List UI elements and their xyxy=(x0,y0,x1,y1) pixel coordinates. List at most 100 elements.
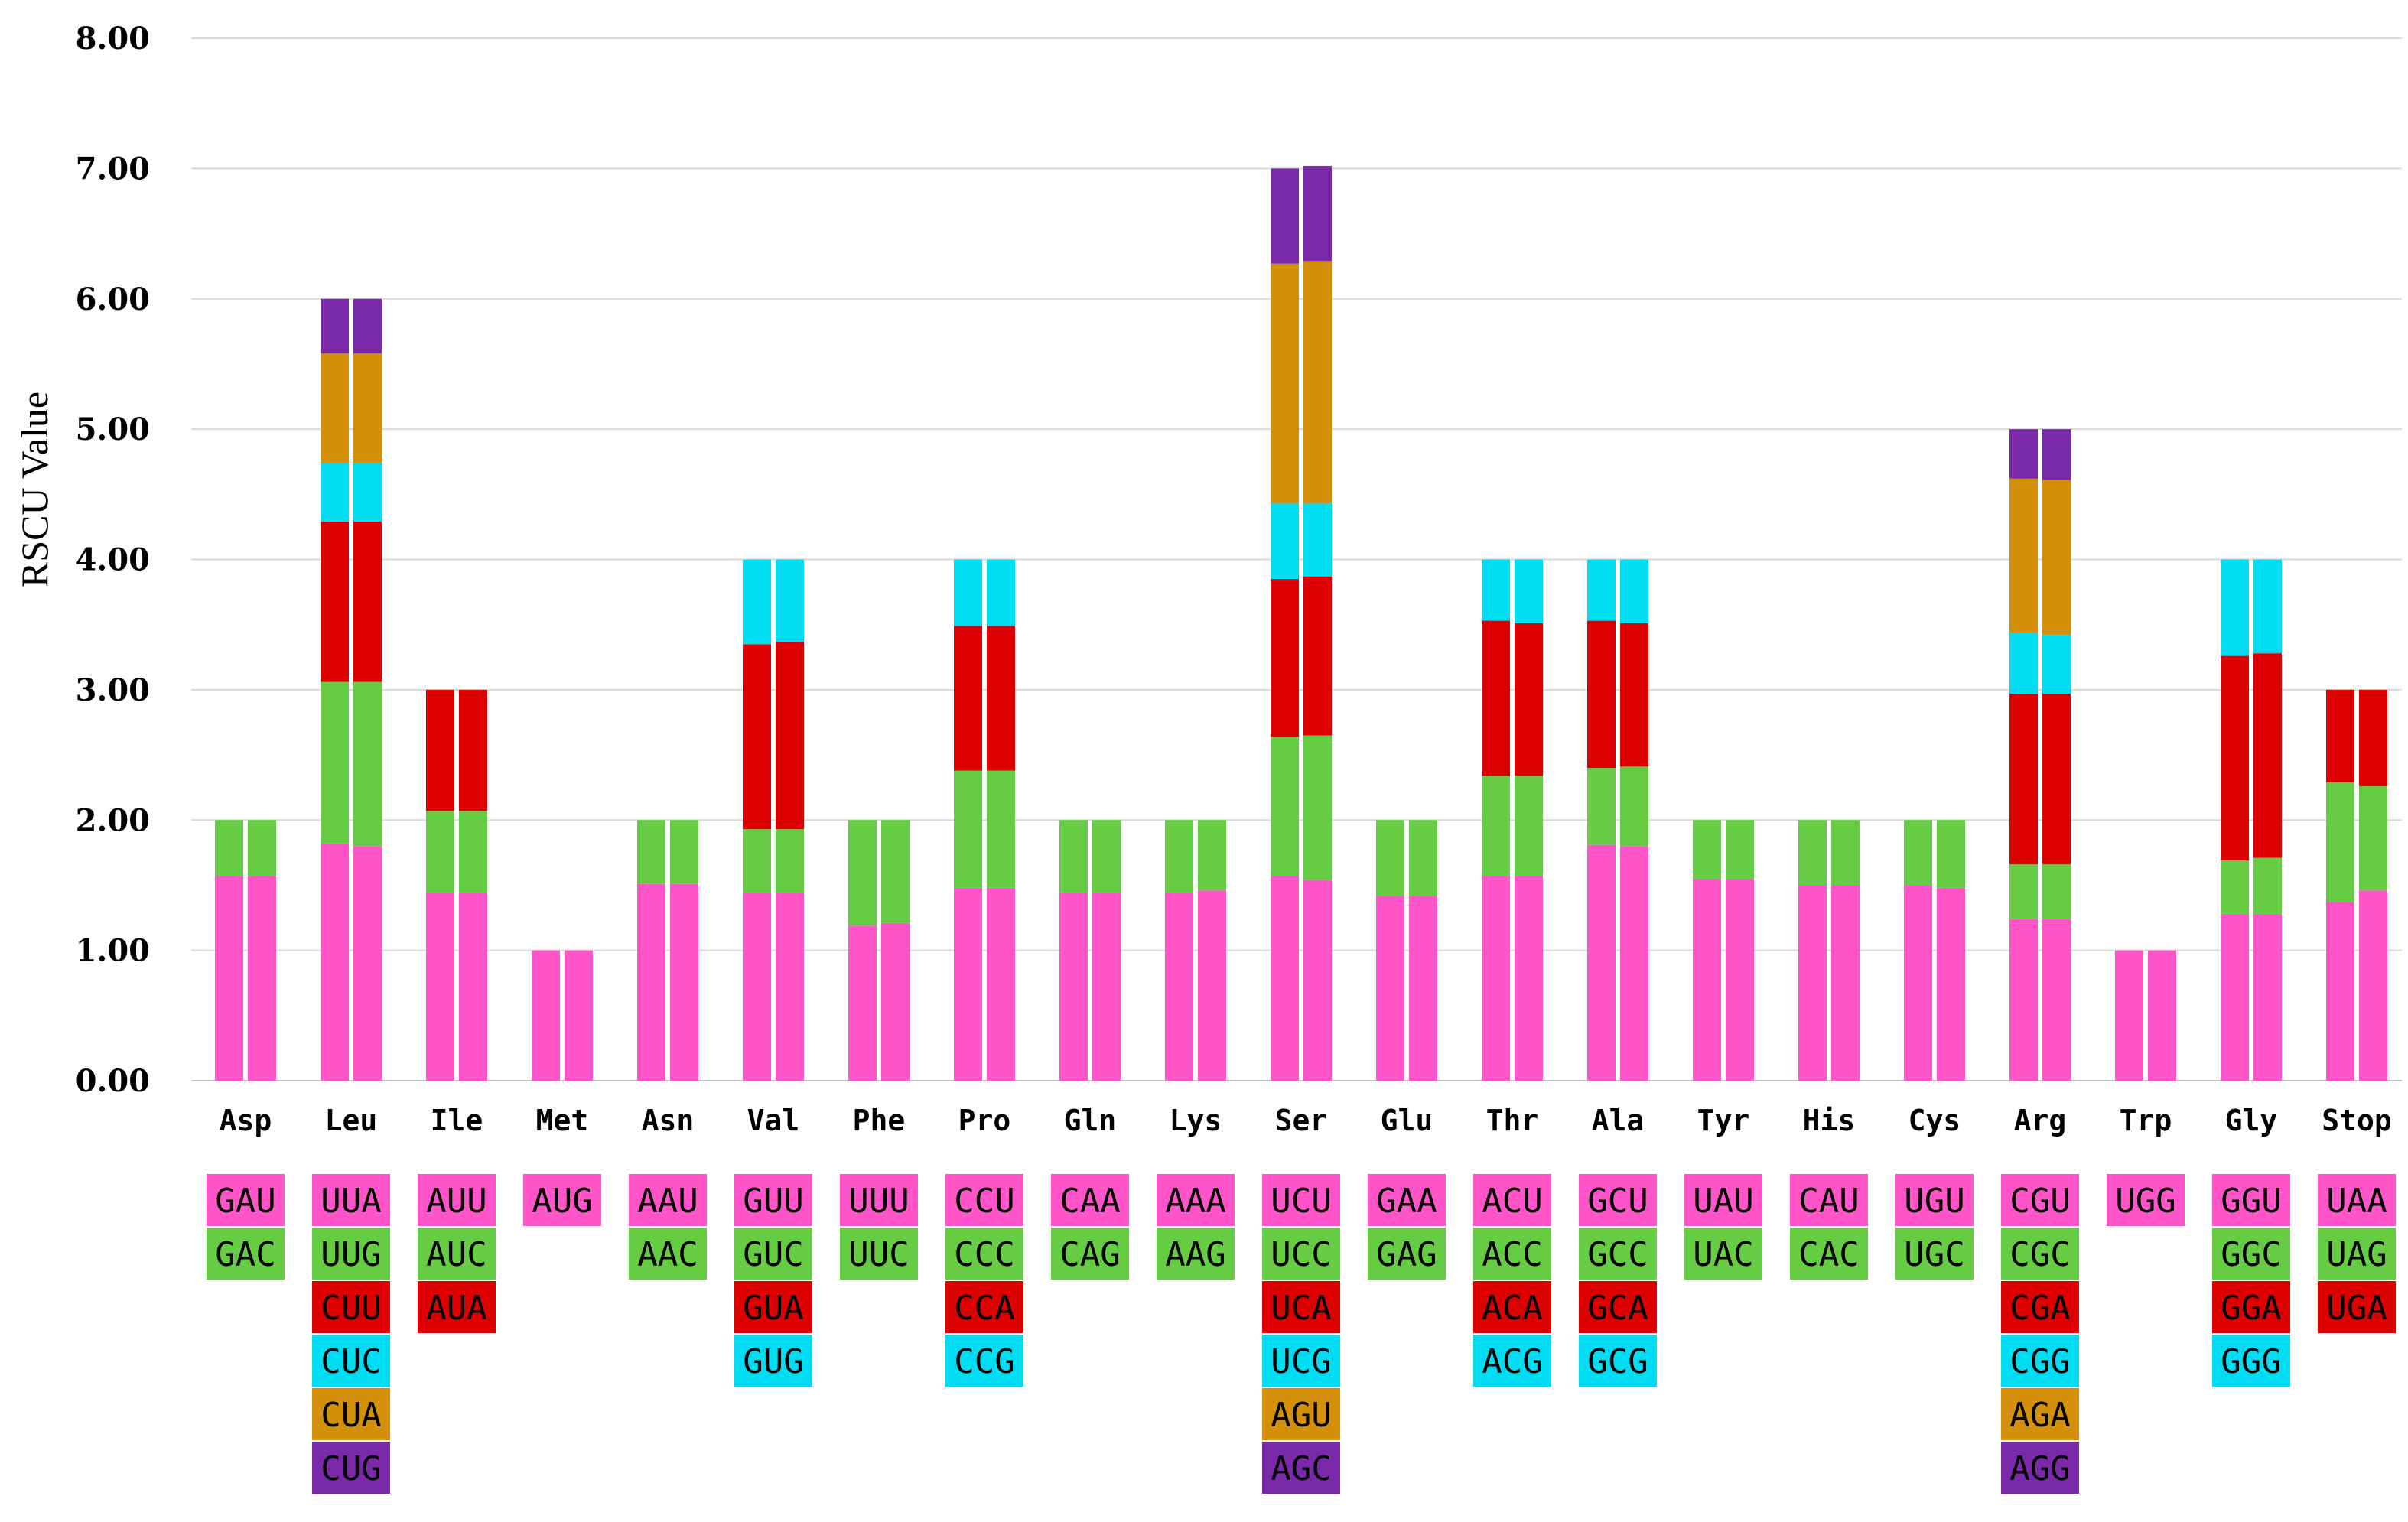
bar-segment-arg-agg xyxy=(2042,429,2071,480)
bar-segment-leu-cuc xyxy=(321,463,349,522)
codon-label: ACC xyxy=(1482,1235,1542,1274)
bar-segment-stop-uag xyxy=(2326,782,2354,902)
codon-swatch xyxy=(2318,1228,2396,1280)
bar-segment-ser-agc xyxy=(1303,165,1332,262)
bar-segment-ser-ucg xyxy=(1303,503,1332,577)
bar-segment-leu-uua xyxy=(321,843,349,1081)
codon-swatch xyxy=(312,1442,390,1494)
codon-label: GGU xyxy=(2221,1182,2281,1221)
bar-segment-lys-aag xyxy=(1198,820,1226,891)
codon-label: GAU xyxy=(215,1182,275,1221)
bar-segment-val-gug xyxy=(776,559,804,642)
x-tick-label: Glu xyxy=(1381,1104,1433,1137)
codon-label: GAG xyxy=(1376,1235,1437,1274)
bar-segment-met-aug xyxy=(565,950,593,1081)
bar-segment-gly-ggg xyxy=(2253,559,2282,654)
bar-segment-tyr-uau xyxy=(1693,878,1721,1081)
codon-swatch xyxy=(734,1174,812,1226)
bars xyxy=(215,165,2387,1081)
codon-label: AAG xyxy=(1165,1235,1225,1274)
bar-segment-thr-acu xyxy=(1515,876,1543,1081)
x-tick-label: Asp xyxy=(220,1104,272,1137)
bar-segment-val-gua xyxy=(743,644,771,830)
x-tick-label: Thr xyxy=(1486,1104,1539,1137)
bar-segment-tyr-uac xyxy=(1726,820,1754,879)
bar-segment-ser-agu xyxy=(1271,263,1299,504)
bar-segment-arg-cgg xyxy=(2042,635,2071,694)
x-tick-label: Lys xyxy=(1170,1104,1222,1137)
bar-segment-stop-uag xyxy=(2359,785,2387,891)
codon-label: CAC xyxy=(1798,1235,1859,1274)
codon-label: UUC xyxy=(848,1235,909,1274)
codon-label: CGU xyxy=(2009,1182,2070,1221)
bar-segment-ser-uca xyxy=(1271,579,1299,737)
codon-swatch xyxy=(1262,1174,1340,1226)
bar-segment-val-gua xyxy=(776,641,804,830)
bar-segment-leu-uua xyxy=(353,846,382,1081)
bar-segment-tyr-uau xyxy=(1726,878,1754,1081)
codon-label: CUU xyxy=(321,1289,381,1328)
codon-label: GGG xyxy=(2221,1342,2281,1381)
bar-segment-his-cau xyxy=(1798,885,1827,1081)
bar-segment-leu-cua xyxy=(321,353,349,463)
bar-segment-thr-acu xyxy=(1482,876,1510,1081)
bar-segment-ser-agu xyxy=(1303,261,1332,504)
bar-segment-glu-gag xyxy=(1376,820,1404,896)
codon-swatch xyxy=(1895,1228,1974,1280)
codon-swatch xyxy=(418,1281,496,1333)
x-tick-label: Trp xyxy=(2120,1104,2172,1137)
y-tick-label: 0.00 xyxy=(76,1063,150,1099)
codon-label: CCC xyxy=(954,1235,1014,1274)
bar-segment-asp-gac xyxy=(215,820,243,876)
bar-segment-asp-gau xyxy=(215,876,243,1081)
bar-segment-ile-aua xyxy=(426,689,454,811)
codon-swatch xyxy=(418,1174,496,1226)
codon-swatch xyxy=(1579,1174,1657,1226)
bar-segment-pro-ccu xyxy=(954,887,982,1081)
codon-swatch xyxy=(840,1228,918,1280)
codon-label: UCA xyxy=(1271,1289,1331,1328)
bar-segment-gly-gga xyxy=(2221,655,2249,861)
bar-segment-trp-ugg xyxy=(2115,950,2143,1081)
bar-segment-cys-ugc xyxy=(1937,820,1965,888)
bar-segment-ala-gca xyxy=(1587,620,1616,769)
y-tick-label: 2.00 xyxy=(76,802,150,838)
codon-swatch xyxy=(1262,1335,1340,1387)
codon-swatch xyxy=(1895,1174,1974,1226)
codon-swatch xyxy=(945,1281,1023,1333)
bar-segment-gln-cag xyxy=(1092,820,1121,893)
x-tick-label: Ile xyxy=(431,1104,483,1137)
bar-segment-asp-gau xyxy=(248,876,276,1081)
bar-segment-ser-ucu xyxy=(1303,880,1332,1081)
bar-segment-asp-gac xyxy=(248,820,276,876)
bar-segment-tyr-uac xyxy=(1693,820,1721,879)
codon-label: ACA xyxy=(1482,1289,1542,1328)
codon-swatch xyxy=(1473,1228,1551,1280)
codon-swatch xyxy=(2001,1228,2079,1280)
codon-label: CAG xyxy=(1059,1235,1120,1274)
codon-label: GGA xyxy=(2221,1289,2281,1328)
bar-segment-thr-aca xyxy=(1482,620,1510,776)
bar-segment-phe-uuc xyxy=(881,820,910,923)
codon-swatch xyxy=(312,1174,390,1226)
codon-label: UUA xyxy=(321,1182,381,1221)
bar-segment-thr-acc xyxy=(1515,776,1543,876)
bar-segment-gly-ggu xyxy=(2221,913,2249,1081)
bar-segment-ala-gcc xyxy=(1620,766,1648,847)
codon-label: AGC xyxy=(1271,1449,1331,1488)
bar-segment-asn-aac xyxy=(670,820,698,884)
codon-swatch xyxy=(1051,1174,1129,1226)
bar-segment-thr-acg xyxy=(1482,559,1510,621)
y-axis-ticks: 0.00 1.00 2.00 3.00 4.00 5.00 6.00 7.00 8.00 xyxy=(76,21,150,1099)
codon-label: UAG xyxy=(2326,1235,2387,1274)
codon-label: GGC xyxy=(2221,1235,2281,1274)
bar-segment-asn-aac xyxy=(637,820,665,884)
x-tick-label: Stop xyxy=(2322,1104,2392,1137)
y-axis-label: RSCU Value xyxy=(13,392,56,587)
bar-segment-asn-aau xyxy=(637,883,665,1081)
codon-label: AUA xyxy=(426,1289,486,1328)
bar-segment-glu-gaa xyxy=(1376,896,1404,1081)
codon-label: GCA xyxy=(1587,1289,1648,1328)
codon-label: GUU xyxy=(743,1182,803,1221)
x-tick-label: Arg xyxy=(2014,1104,2067,1137)
